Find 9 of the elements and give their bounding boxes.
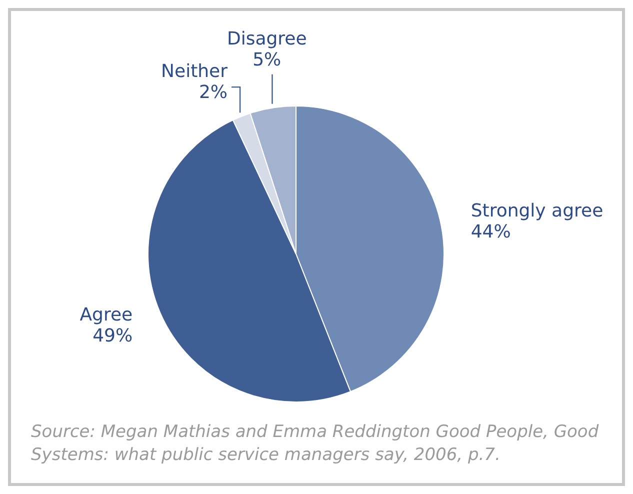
- slice-label: Disagree: [226, 28, 307, 50]
- data-label: 5%: [252, 49, 282, 70]
- slice-label: Agree: [80, 304, 133, 326]
- slice-label: Neither: [161, 61, 228, 82]
- slice-label: Strongly agree: [470, 200, 604, 222]
- data-label: 2%: [198, 82, 228, 104]
- source-note: Source: Megan Mathias and Emma Reddington Good People, Good Systems: what public service managers say, 2006, p.7.: [31, 421, 600, 467]
- data-label: 49%: [92, 326, 133, 347]
- data-label: 44%: [470, 222, 511, 243]
